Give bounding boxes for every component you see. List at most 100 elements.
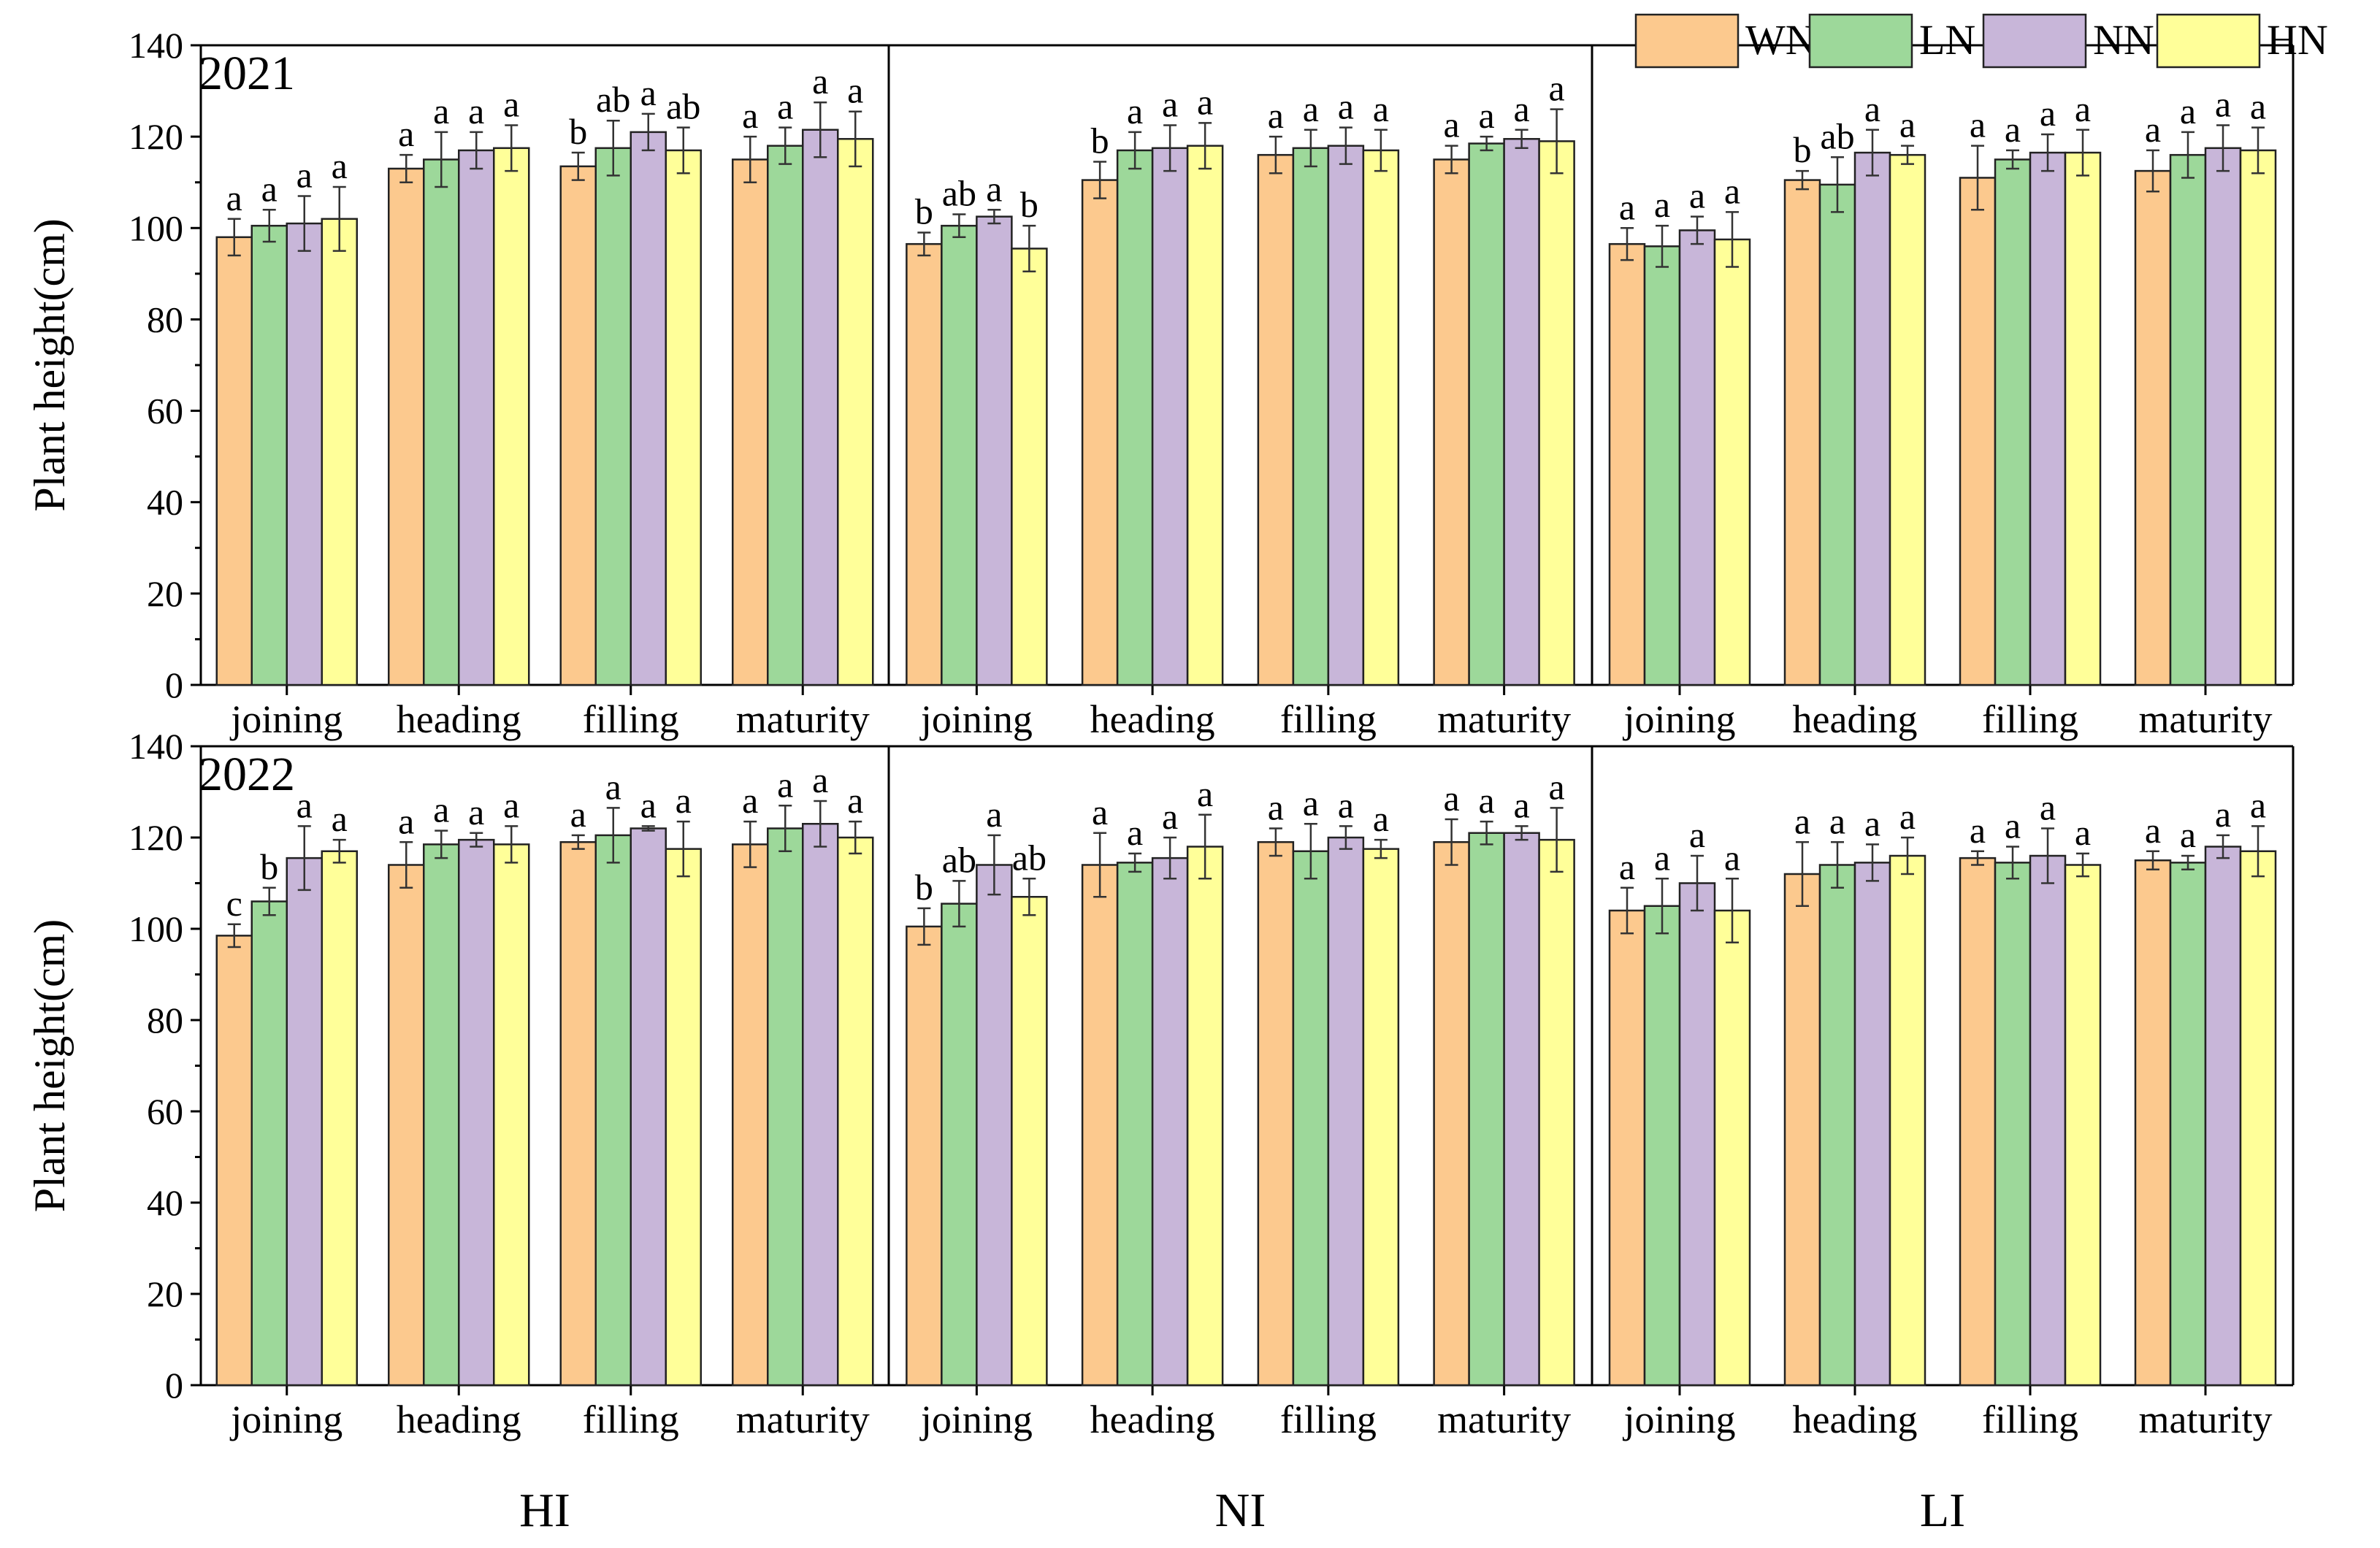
significance-letter: a (1899, 104, 1916, 145)
significance-letter: a (296, 784, 313, 825)
y-tick-label: 20 (147, 573, 183, 614)
significance-letter: a (1338, 86, 1354, 127)
significance-letter: ab (1820, 115, 1854, 156)
stage-label: joining (1622, 1398, 1735, 1441)
bar-wn (559, 165, 597, 686)
bar-nn (1678, 229, 1716, 686)
bar-ln (1468, 832, 1505, 1387)
significance-letter: a (398, 113, 414, 154)
significance-letter: a (2250, 86, 2266, 127)
significance-letter: a (503, 784, 519, 825)
bar-hn (2239, 149, 2277, 686)
bar-nn (1503, 138, 1540, 686)
stage-label: joining (1622, 697, 1735, 741)
bar-nn (1151, 857, 1189, 1387)
significance-letter: a (468, 792, 484, 832)
stage-label: joining (229, 1398, 343, 1441)
significance-letter: b (1020, 184, 1038, 225)
bar-ln (250, 900, 288, 1387)
bar-wn (215, 935, 253, 1387)
significance-letter: a (676, 780, 692, 821)
bar-ln (1643, 905, 1681, 1387)
significance-letter: a (1303, 88, 1319, 129)
bar-wn (1257, 841, 1295, 1387)
bar-hn (1011, 896, 1048, 1387)
bar-ln (767, 827, 804, 1387)
legend-label: WN (1745, 16, 1816, 64)
bar-ln (250, 224, 288, 686)
significance-letter: a (1864, 802, 1880, 843)
bar-nn (976, 864, 1013, 1387)
significance-letter: a (2040, 787, 2056, 828)
significance-letter: a (433, 91, 449, 131)
bar-wn (1959, 857, 1997, 1387)
significance-letter: a (812, 759, 828, 800)
bar-hn (1889, 854, 1926, 1387)
bar-nn (286, 857, 323, 1387)
significance-letter: a (2005, 805, 2021, 846)
y-tick-label: 80 (147, 1000, 183, 1041)
y-tick-label: 0 (165, 664, 183, 705)
significance-letter: a (433, 789, 449, 830)
bar-ln (1116, 862, 1154, 1387)
significance-letter: a (1197, 81, 1213, 122)
significance-letter: b (1794, 129, 1812, 170)
bar-ln (423, 158, 460, 686)
bar-ln (941, 903, 978, 1387)
bar-nn (2204, 846, 2242, 1387)
y-tick-label: 40 (147, 482, 183, 523)
significance-letter: a (1619, 186, 1635, 227)
significance-letter: b (915, 867, 933, 908)
bar-nn (802, 129, 839, 686)
significance-letter: a (261, 168, 278, 209)
y-tick-label: 20 (147, 1273, 183, 1314)
significance-letter: a (1162, 796, 1178, 837)
significance-letter: a (1829, 800, 1845, 841)
legend-label: HN (2267, 16, 2328, 64)
bar-hn (1538, 140, 1575, 686)
stage-label: maturity (736, 697, 870, 741)
y-tick-label: 120 (129, 116, 183, 157)
labels-layer: 0 20 40 60 80 100 120 140 Plant height(cm) 2021 jo… (26, 25, 2272, 1537)
significance-letter: a (605, 766, 621, 807)
stage-label: heading (397, 697, 521, 741)
significance-letter: b (915, 191, 933, 232)
bar-ln (1818, 183, 1856, 686)
bar-wn (1081, 179, 1119, 686)
significance-letter: a (1794, 800, 1810, 841)
bar-hn (837, 138, 874, 686)
significance-letter: a (1654, 184, 1670, 225)
bar-wn (1433, 841, 1470, 1387)
bar-ln (1292, 147, 1330, 686)
bar-hn (1362, 848, 1400, 1387)
bar-hn (2064, 864, 2102, 1387)
bar-ln (941, 224, 978, 686)
bar-wn (2134, 169, 2172, 686)
bar-nn (1151, 147, 1189, 686)
bar-nn (802, 823, 839, 1387)
bar-hn (1889, 153, 1926, 686)
treatment-label: HI (519, 1484, 570, 1537)
bars-layer (215, 101, 2277, 1387)
significance-letter: a (1479, 95, 1495, 136)
significance-letter: a (1444, 104, 1460, 145)
stage-label: heading (1793, 697, 1918, 741)
bar-wn (1608, 909, 1646, 1387)
significance-letter: a (1479, 780, 1495, 821)
significance-letter: a (1724, 837, 1740, 878)
bar-hn (837, 836, 874, 1387)
significance-letter: a (1514, 784, 1530, 825)
bar-nn (2029, 151, 2067, 686)
significance-letter: a (1689, 814, 1705, 855)
stage-label: joining (919, 697, 1033, 741)
bar-wn (906, 925, 943, 1387)
bar-nn (2029, 854, 2067, 1387)
bar-nn (286, 222, 323, 686)
bar-hn (321, 218, 358, 686)
bar-hn (1011, 248, 1048, 686)
significance-letter: a (640, 72, 657, 113)
bar-nn (630, 131, 667, 686)
y-tick-label: 40 (147, 1182, 183, 1223)
stage-label: filling (583, 1398, 679, 1441)
bar-ln (1818, 864, 1856, 1387)
